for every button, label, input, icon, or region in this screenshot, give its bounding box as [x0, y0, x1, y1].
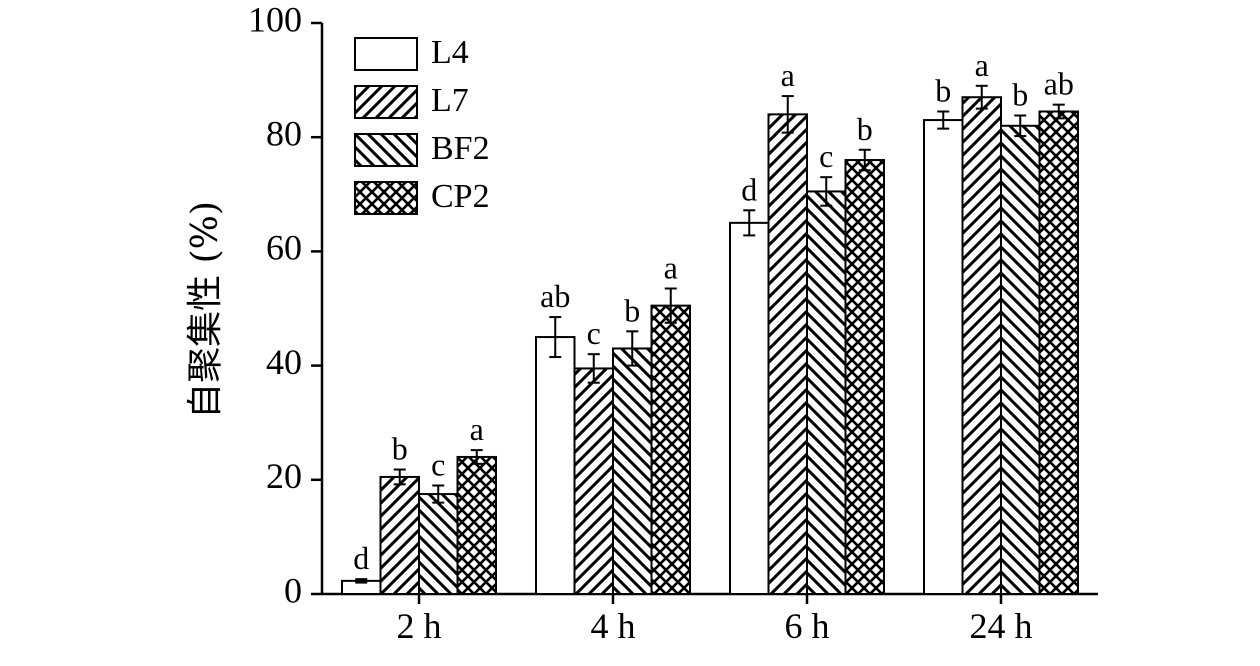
y-tick-label: 100: [248, 0, 302, 39]
legend-label: CP2: [431, 178, 490, 215]
x-tick-label: 24 h: [970, 606, 1033, 646]
y-tick-label: 20: [266, 456, 302, 496]
legend-label: L7: [431, 82, 469, 119]
significance-label: a: [664, 250, 678, 286]
y-tick-label: 60: [266, 228, 302, 268]
y-axis-label: 自聚集性 (%): [185, 201, 226, 419]
significance-label: b: [1012, 77, 1028, 113]
bar: [844, 159, 885, 595]
bar: [379, 475, 420, 596]
significance-label: b: [392, 431, 408, 467]
legend-swatch: [354, 181, 418, 215]
legend-label: BF2: [431, 130, 490, 167]
bar: [418, 493, 459, 596]
significance-label: c: [819, 138, 833, 174]
significance-label: ab: [1044, 66, 1074, 102]
significance-label: ab: [540, 278, 570, 314]
x-tick-label: 2 h: [397, 606, 442, 646]
bar: [767, 113, 808, 596]
bar: [456, 455, 497, 595]
legend-swatch: [354, 85, 418, 119]
significance-label: a: [781, 57, 795, 93]
y-tick-label: 0: [284, 570, 302, 610]
significance-label: d: [353, 540, 369, 576]
bar: [650, 304, 691, 595]
x-tick-label: 6 h: [785, 606, 830, 646]
bar: [612, 347, 653, 595]
significance-label: b: [857, 111, 873, 147]
significance-label: a: [975, 47, 989, 83]
y-tick-label: 80: [266, 113, 302, 153]
bar: [961, 96, 1002, 595]
legend-swatch: [354, 37, 418, 71]
axes: 0 20 40 60 80 100 2 h 4 h 6 h 24 h: [248, 0, 1098, 646]
legend: L4 L7 BF2 CP2: [354, 34, 490, 215]
bar: [573, 367, 614, 595]
bar: [923, 119, 964, 595]
x-tick-label: 4 h: [591, 606, 636, 646]
significance-label: b: [935, 73, 951, 109]
bar: [535, 336, 576, 595]
legend-swatch: [354, 133, 418, 167]
bar: [806, 190, 847, 595]
significance-label: c: [431, 447, 445, 483]
y-tick-label: 40: [266, 342, 302, 382]
bar: [1000, 124, 1041, 595]
bar: [1038, 110, 1079, 595]
significance-label: b: [624, 292, 640, 328]
legend-label: L4: [431, 34, 469, 71]
significance-label: d: [741, 171, 757, 207]
significance-label: a: [470, 411, 484, 447]
bar: [729, 221, 770, 595]
significance-label: c: [587, 315, 601, 351]
